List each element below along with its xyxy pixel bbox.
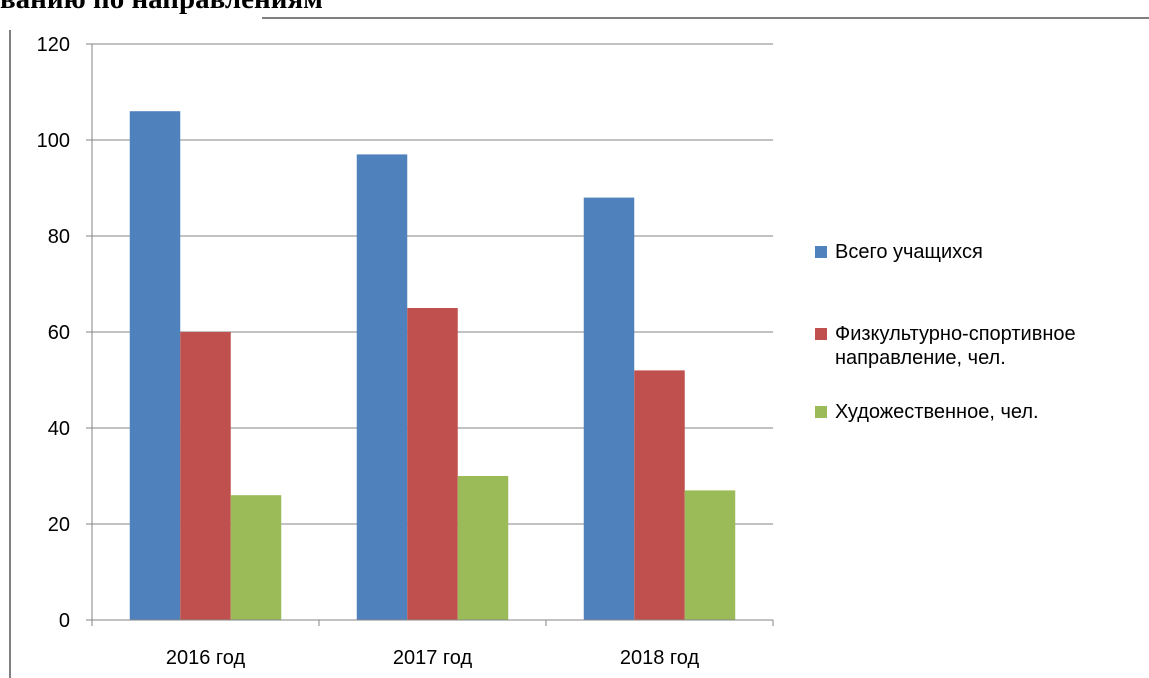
bar	[583, 197, 635, 620]
legend-label: Художественное, чел.	[835, 401, 1039, 423]
bar	[230, 495, 282, 620]
legend-swatch	[815, 246, 827, 258]
y-tick-label: 80	[48, 226, 70, 248]
y-tick-label: 100	[37, 130, 70, 152]
title-background	[0, 0, 262, 30]
bar	[356, 154, 408, 620]
y-tick-label: 20	[48, 514, 70, 536]
bar	[129, 111, 181, 620]
bar	[407, 308, 458, 620]
y-tick-label: 0	[59, 610, 70, 632]
bar	[684, 490, 736, 620]
bar	[180, 332, 231, 620]
x-tick-label: 2016 год	[166, 647, 246, 669]
bar	[634, 370, 685, 620]
legend-label: Физкультурно-спортивное направление, чел…	[835, 323, 1076, 369]
chart-title: ванию по направлениям	[0, 0, 323, 15]
x-tick-label: 2018 год	[620, 647, 700, 669]
y-tick-label: 60	[48, 322, 70, 344]
legend-label: Всего учащихся	[835, 241, 983, 263]
x-tick-label: 2017 год	[393, 647, 473, 669]
legend-swatch	[815, 328, 827, 340]
y-tick-label: 40	[48, 418, 70, 440]
legend-swatch	[815, 406, 827, 418]
bar	[457, 476, 509, 620]
y-tick-label: 120	[37, 34, 70, 56]
